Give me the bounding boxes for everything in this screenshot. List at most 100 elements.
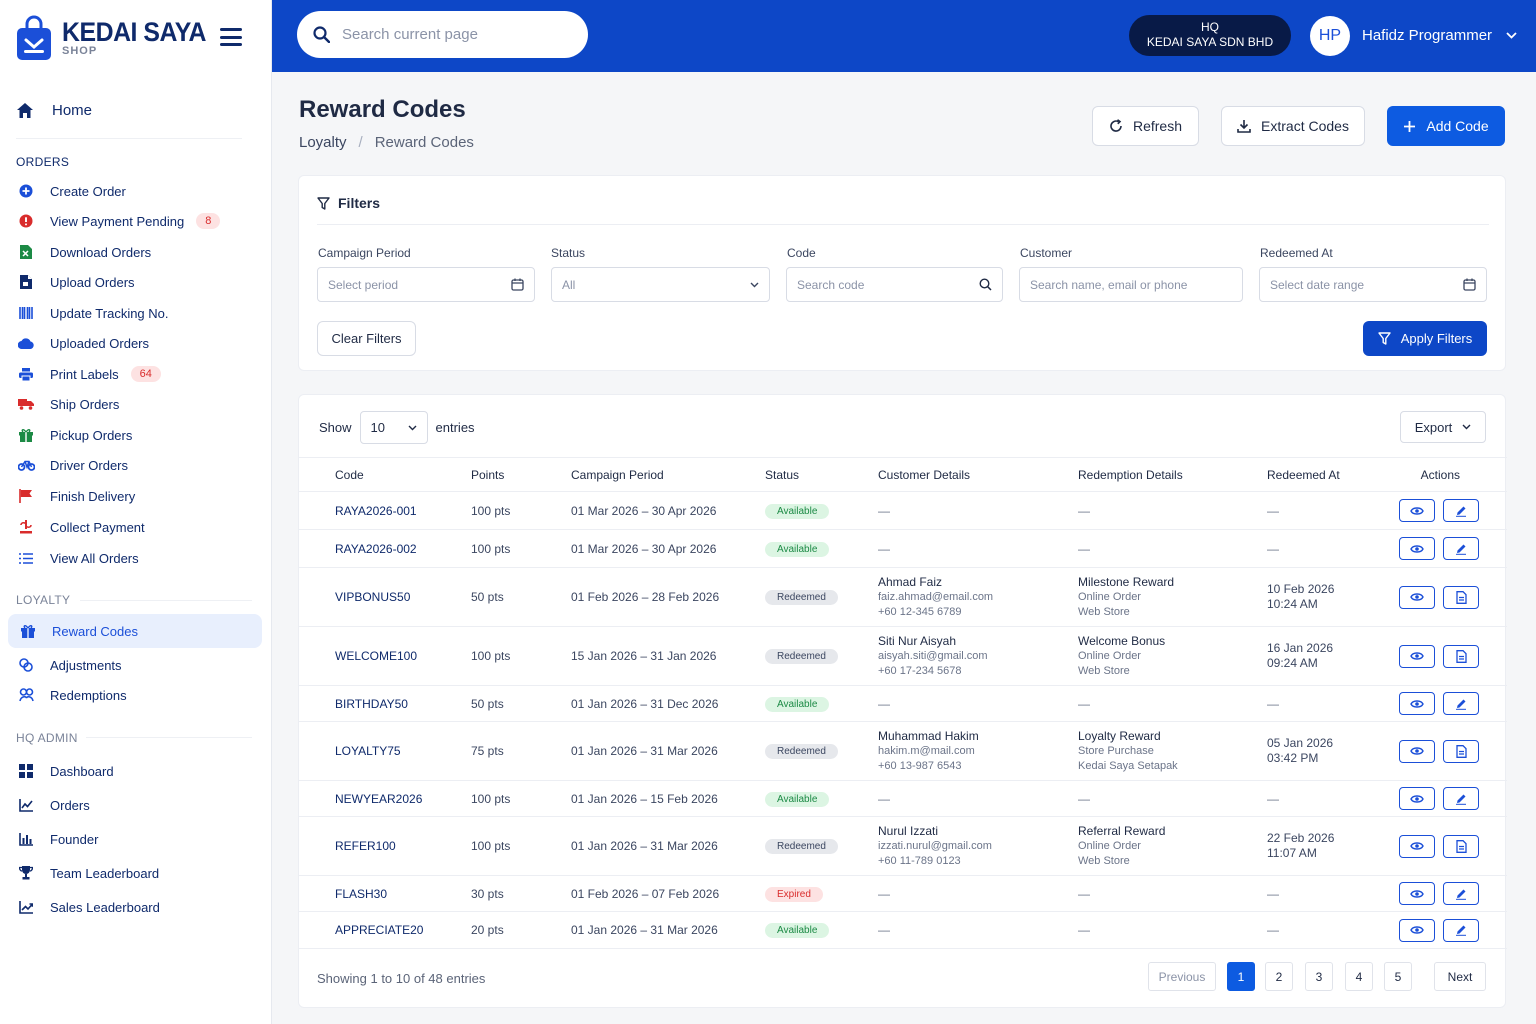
export-button[interactable]: Export: [1400, 411, 1486, 443]
column-header-redemption-details[interactable]: Redemption Details: [1078, 467, 1183, 482]
edit-button[interactable]: [1443, 692, 1479, 715]
pagination-next[interactable]: Next: [1434, 962, 1486, 991]
user-menu[interactable]: Hafidz Programmer: [1362, 27, 1517, 44]
empty-value: —: [1078, 886, 1090, 901]
redeemed-at-picker[interactable]: Select date range: [1259, 267, 1487, 302]
column-header-status[interactable]: Status: [765, 467, 800, 482]
breadcrumb-loyalty[interactable]: Loyalty: [299, 134, 347, 151]
filter-icon: [1378, 332, 1391, 345]
sidebar-item-driver-orders[interactable]: Driver Orders: [16, 452, 246, 478]
sidebar-item-view-payment-pending[interactable]: View Payment Pending 8: [16, 208, 246, 234]
customer-search-input[interactable]: [1030, 277, 1232, 292]
brand-logo[interactable]: KEDAI SAYA SHOP: [16, 14, 256, 62]
view-button[interactable]: [1399, 537, 1435, 560]
column-header-code[interactable]: Code: [335, 467, 364, 482]
refresh-button[interactable]: Refresh: [1092, 106, 1199, 146]
entries-select[interactable]: 10: [359, 411, 428, 444]
cell-status: Available: [765, 912, 878, 949]
sidebar-item-print-labels[interactable]: Print Labels 64: [16, 361, 246, 387]
edit-button[interactable]: [1443, 537, 1479, 560]
view-button[interactable]: [1399, 499, 1435, 522]
view-button[interactable]: [1399, 739, 1435, 763]
sidebar-item-uploaded-orders[interactable]: Uploaded Orders: [16, 330, 246, 356]
cell-code[interactable]: RAYA2026-001: [335, 503, 417, 518]
sidebar-item-founder[interactable]: Founder: [16, 826, 246, 852]
sidebar-item-sales-leaderboard[interactable]: Sales Leaderboard: [16, 894, 246, 920]
add-code-button[interactable]: Add Code: [1387, 106, 1505, 146]
status-select[interactable]: All: [551, 267, 770, 302]
cell-code[interactable]: REFER100: [335, 839, 396, 853]
cell-code[interactable]: LOYALTY75: [335, 744, 401, 758]
column-header-points[interactable]: Points: [471, 467, 505, 482]
sidebar-item-upload-orders[interactable]: Upload Orders: [16, 269, 246, 295]
menu-toggle-icon[interactable]: [220, 28, 242, 46]
column-header-customer-details[interactable]: Customer Details: [878, 467, 971, 482]
cell-secondary-text: Kedai Saya Setapak: [1078, 759, 1178, 772]
pagination-page-3[interactable]: 3: [1305, 962, 1333, 991]
sidebar-item-team-leaderboard[interactable]: Team Leaderboard: [16, 860, 246, 886]
divider: [86, 737, 252, 738]
pagination-page-4[interactable]: 4: [1345, 962, 1373, 991]
clear-filters-button[interactable]: Clear Filters: [317, 321, 416, 356]
pagination-page-5[interactable]: 5: [1384, 962, 1412, 991]
view-button[interactable]: [1399, 787, 1435, 810]
pagination-page-2[interactable]: 2: [1265, 962, 1293, 991]
sidebar-item-create-order[interactable]: Create Order: [16, 178, 246, 204]
cell-code[interactable]: FLASH30: [335, 886, 388, 901]
campaign-period-picker[interactable]: Select period: [317, 267, 535, 302]
code-search-input[interactable]: [797, 277, 963, 292]
sidebar-item-reward-codes[interactable]: Reward Codes: [8, 614, 262, 648]
edit-button[interactable]: [1443, 499, 1479, 522]
receipt-button[interactable]: [1443, 644, 1479, 668]
organization-switcher[interactable]: HQ KEDAI SAYA SDN BHD: [1129, 15, 1291, 56]
receipt-button[interactable]: [1443, 834, 1479, 858]
sidebar-item-collect-payment[interactable]: Collect Payment: [16, 514, 246, 540]
receipt-button[interactable]: [1443, 585, 1479, 609]
sidebar-item-orders[interactable]: Orders: [16, 792, 246, 818]
pagination-previous[interactable]: Previous: [1148, 962, 1216, 991]
sidebar-item-download-orders[interactable]: Download Orders: [16, 239, 246, 265]
org-line-1: HQ: [1201, 20, 1219, 34]
sidebar-item-update-tracking-no[interactable]: Update Tracking No.: [16, 300, 246, 326]
sidebar-item-adjustments[interactable]: Adjustments: [16, 652, 246, 678]
cell-code[interactable]: NEWYEAR2026: [335, 791, 423, 806]
cell-code[interactable]: APPRECIATE20: [335, 923, 424, 937]
view-button[interactable]: [1399, 692, 1435, 715]
view-button[interactable]: [1399, 882, 1435, 905]
apply-filters-button[interactable]: Apply Filters: [1363, 321, 1487, 356]
extract-codes-button[interactable]: Extract Codes: [1221, 106, 1365, 146]
table-row: RAYA2026-001 100 pts 01 Mar 2026 – 30 Apr …: [299, 492, 1507, 530]
view-button[interactable]: [1399, 834, 1435, 858]
section-title-hq-admin: HQ ADMIN: [16, 731, 78, 745]
table-row: FLASH30 30 pts 01 Feb 2026 – 07 Feb 2026 Ex…: [299, 876, 1507, 912]
column-header-campaign-period[interactable]: Campaign Period: [571, 467, 664, 482]
cell-actions: [1382, 686, 1507, 722]
cell-status: Redeemed: [765, 722, 878, 781]
search-icon[interactable]: [979, 278, 992, 291]
edit-button[interactable]: [1443, 787, 1479, 810]
column-header-redeemed-at[interactable]: Redeemed At: [1267, 467, 1340, 482]
sidebar-item-dashboard[interactable]: Dashboard: [16, 758, 246, 784]
table-row: NEWYEAR2026 100 pts 01 Jan 2026 – 15 Feb 2…: [299, 781, 1507, 817]
sidebar-item-pickup-orders[interactable]: Pickup Orders: [16, 422, 246, 448]
nav-home[interactable]: Home: [16, 96, 246, 124]
cell-actions: [1382, 817, 1507, 876]
search-box[interactable]: [297, 11, 588, 58]
sidebar-item-redemptions[interactable]: Redemptions: [16, 682, 246, 708]
cell-code[interactable]: WELCOME100: [335, 649, 418, 663]
search-input[interactable]: [342, 26, 562, 43]
sidebar-item-finish-delivery[interactable]: Finish Delivery: [16, 483, 246, 509]
sidebar-item-view-all-orders[interactable]: View All Orders: [16, 545, 246, 571]
view-button[interactable]: [1399, 585, 1435, 609]
edit-button[interactable]: [1443, 918, 1479, 942]
avatar[interactable]: HP: [1310, 16, 1350, 56]
edit-button[interactable]: [1443, 882, 1479, 905]
pagination-page-1[interactable]: 1: [1227, 962, 1255, 991]
cell-code[interactable]: VIPBONUS50: [335, 590, 411, 604]
receipt-button[interactable]: [1443, 739, 1479, 763]
cell-code[interactable]: RAYA2026-002: [335, 541, 417, 556]
sidebar-item-ship-orders[interactable]: Ship Orders: [16, 391, 246, 417]
view-button[interactable]: [1399, 918, 1435, 942]
cell-code[interactable]: BIRTHDAY50: [335, 696, 408, 711]
view-button[interactable]: [1399, 644, 1435, 668]
